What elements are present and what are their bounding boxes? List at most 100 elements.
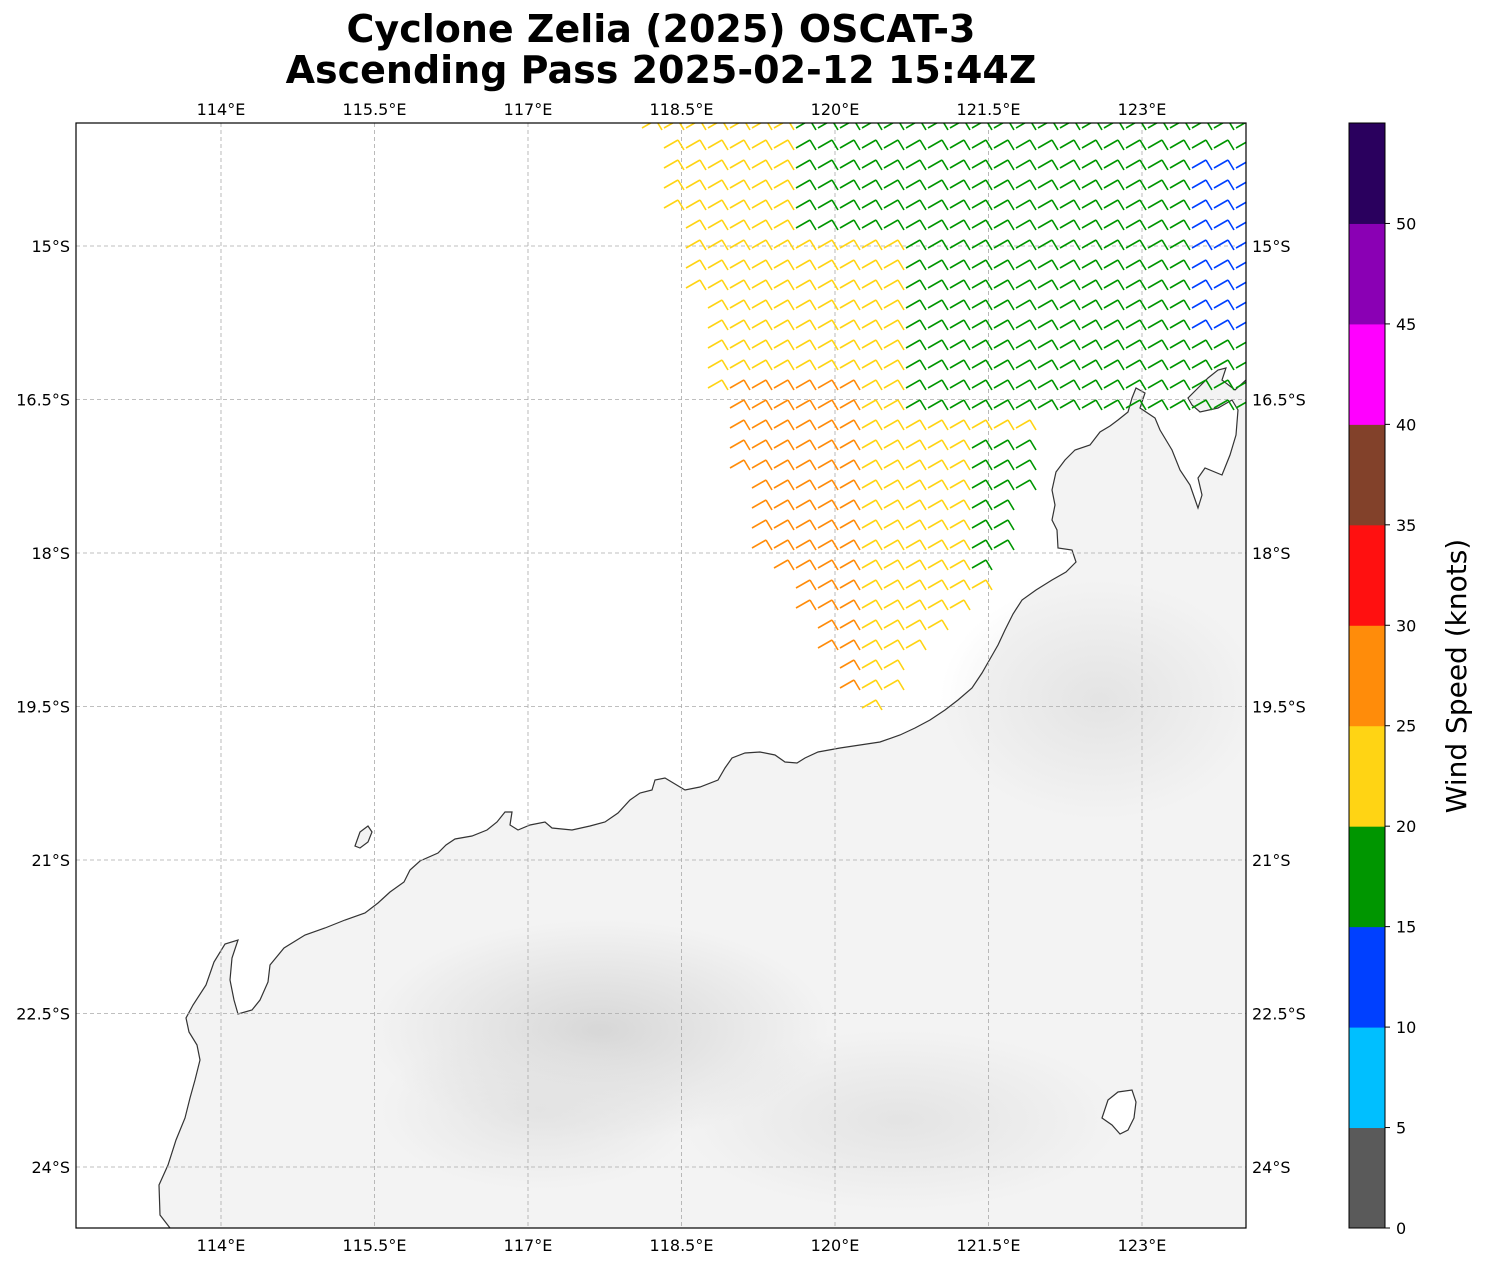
wind-barb xyxy=(1125,179,1147,191)
wind-barb xyxy=(1235,361,1246,369)
wind-barb xyxy=(905,299,927,311)
wind-barb xyxy=(751,359,773,371)
wind-barb xyxy=(993,139,1015,151)
wind-barb xyxy=(905,319,927,331)
colorbar: 0 5 10 15 20 25 30 35 40 45 50 xyxy=(1348,122,1416,1238)
wind-barb xyxy=(927,319,949,331)
wind-barb xyxy=(817,419,839,431)
wind-barb xyxy=(1059,299,1081,311)
wind-barb xyxy=(685,279,707,291)
wind-barb xyxy=(1191,219,1213,231)
wind-barb xyxy=(1125,339,1147,351)
colorbar-tick-label: 50 xyxy=(1396,214,1416,233)
wind-barb xyxy=(795,299,817,311)
wind-barb xyxy=(1169,379,1191,391)
wind-barb xyxy=(1147,123,1169,131)
wind-barb xyxy=(993,299,1015,311)
wind-barb xyxy=(1169,179,1191,191)
wind-barb xyxy=(817,179,839,191)
wind-barb xyxy=(1235,181,1246,189)
wind-barb xyxy=(1147,199,1169,211)
wind-barb xyxy=(1015,479,1037,491)
wind-barb xyxy=(971,459,993,471)
wind-barb xyxy=(795,139,817,151)
wind-barb xyxy=(1191,319,1213,331)
wind-barb xyxy=(971,219,993,231)
wind-barb xyxy=(1059,339,1081,351)
wind-barb xyxy=(1015,299,1037,311)
wind-barb xyxy=(1103,219,1125,231)
wind-barb xyxy=(817,439,839,451)
wind-barb xyxy=(949,399,971,411)
wind-barb xyxy=(1169,219,1191,231)
wind-barb xyxy=(707,279,729,291)
wind-barb xyxy=(839,259,861,271)
wind-barb xyxy=(839,299,861,311)
wind-barb xyxy=(883,479,905,491)
wind-barb xyxy=(927,219,949,231)
wind-barb xyxy=(751,219,773,231)
wind-barb xyxy=(839,379,861,391)
wind-barb xyxy=(1213,199,1235,211)
wind-barb xyxy=(927,179,949,191)
colorbar-bin xyxy=(1349,725,1385,827)
wind-barb xyxy=(729,139,751,151)
wind-barb xyxy=(927,239,949,251)
wind-barb xyxy=(1103,379,1125,391)
wind-barb xyxy=(751,499,773,511)
wind-barb xyxy=(1213,239,1235,251)
wind-barb xyxy=(795,279,817,291)
wind-barb xyxy=(1235,141,1246,149)
lat-tick-label-left: 15°S xyxy=(31,237,70,256)
wind-barb xyxy=(949,459,971,471)
wind-barb xyxy=(795,499,817,511)
wind-barb xyxy=(927,439,949,451)
wind-barb xyxy=(861,519,883,531)
wind-barb xyxy=(1103,279,1125,291)
wind-barb xyxy=(773,439,795,451)
wind-barb xyxy=(1037,279,1059,291)
wind-barb xyxy=(817,559,839,571)
wind-barb xyxy=(971,139,993,151)
colorbar-bin xyxy=(1349,1127,1385,1229)
wind-barb xyxy=(927,479,949,491)
wind-barb xyxy=(905,399,927,411)
wind-barb xyxy=(1213,319,1235,331)
wind-barb xyxy=(1125,139,1147,151)
map-area xyxy=(76,123,1246,1228)
lat-tick-label-left: 18°S xyxy=(31,544,70,563)
wind-barb xyxy=(685,259,707,271)
wind-barb xyxy=(1191,123,1213,131)
wind-barb xyxy=(795,439,817,451)
wind-barb xyxy=(1213,339,1235,351)
wind-barb xyxy=(1081,339,1103,351)
wind-barb xyxy=(773,259,795,271)
wind-barb xyxy=(795,319,817,331)
lon-tick-label-top: 114°E xyxy=(197,100,246,119)
wind-barb xyxy=(927,519,949,531)
wind-barb xyxy=(839,479,861,491)
wind-barb xyxy=(971,539,993,551)
wind-barb xyxy=(839,139,861,151)
wind-barb xyxy=(993,159,1015,171)
wind-barb xyxy=(1015,379,1037,391)
wind-barb xyxy=(1213,379,1235,391)
wind-barb xyxy=(861,679,883,691)
wind-barb xyxy=(729,299,751,311)
wind-barb xyxy=(1015,459,1037,471)
wind-barb xyxy=(817,279,839,291)
lon-tick-label-top: 120°E xyxy=(811,100,860,119)
wind-barb xyxy=(905,159,927,171)
wind-barb xyxy=(795,559,817,571)
wind-barb xyxy=(971,179,993,191)
wind-barb xyxy=(729,439,751,451)
colorbar-tick-label: 20 xyxy=(1396,817,1416,836)
wind-barb xyxy=(663,159,685,171)
wind-barb xyxy=(839,679,861,691)
wind-barb xyxy=(707,179,729,191)
lat-tick-label-right: 16.5°S xyxy=(1252,391,1306,410)
wind-barb xyxy=(817,139,839,151)
wind-barb xyxy=(795,599,817,611)
wind-barb xyxy=(927,259,949,271)
wind-barb xyxy=(839,179,861,191)
